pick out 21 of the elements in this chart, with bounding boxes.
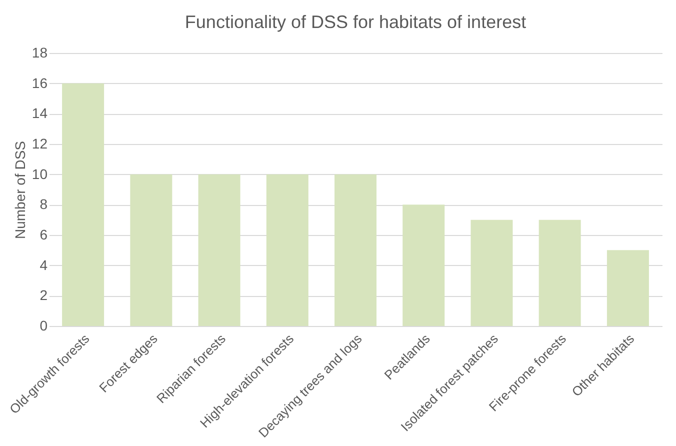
- y-tick-label: 6: [40, 226, 48, 242]
- bar: [470, 220, 513, 326]
- y-tick-label: 4: [40, 256, 48, 273]
- bar: [62, 83, 104, 326]
- y-tick-label: 0: [40, 318, 48, 334]
- y-tick-label: 12: [32, 136, 48, 152]
- bar: [606, 250, 649, 326]
- y-tick-label: 8: [40, 196, 48, 212]
- bar: [334, 174, 376, 326]
- bar: [198, 174, 240, 326]
- y-axis-title: Number of DSS: [12, 140, 28, 240]
- y-tick-label: 10: [32, 166, 48, 182]
- chart-title: Functionality of DSS for habitats of interest: [184, 12, 526, 32]
- bar: [402, 204, 445, 326]
- y-tick-label: 16: [32, 74, 48, 91]
- y-tick-label: 18: [32, 44, 48, 60]
- y-tick-label: 2: [40, 287, 48, 304]
- bar: [538, 220, 581, 326]
- y-tick-label: 14: [32, 105, 48, 122]
- bar: [130, 174, 172, 326]
- bar: [266, 174, 308, 326]
